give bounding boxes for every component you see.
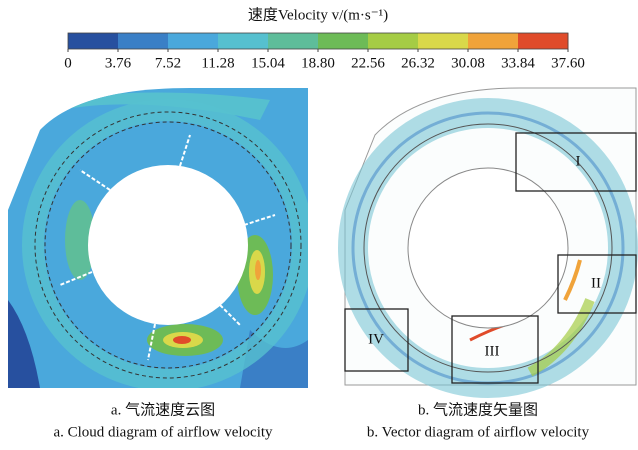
color-segment <box>218 33 269 49</box>
caption-cn: a. 气流速度云图 <box>111 401 215 418</box>
tick-label: 15.04 <box>251 55 285 71</box>
tick-label: 7.52 <box>155 55 181 71</box>
color-segment <box>418 33 469 49</box>
tick-label: 18.80 <box>301 55 335 71</box>
colorbar-title: 速度Velocity v/(m·s⁻¹) <box>248 6 388 23</box>
region-label: III <box>485 343 500 359</box>
region-label: II <box>591 275 601 291</box>
tick-label: 26.32 <box>401 55 435 71</box>
tick-label: 3.76 <box>105 55 132 71</box>
color-segment <box>168 33 219 49</box>
color-segment <box>118 33 169 49</box>
color-segment <box>368 33 419 49</box>
colorbar: 0 3.76 7.52 11.28 15.04 18.80 22.56 26.32 30.08 3… <box>64 33 585 71</box>
tick-label: 22.56 <box>351 55 385 71</box>
tick-label: 33.84 <box>501 55 535 71</box>
cloud-diagram <box>8 88 308 388</box>
tick-label: 0 <box>64 55 72 71</box>
caption-en: b. Vector diagram of airflow velocity <box>367 424 590 440</box>
caption-en: a. Cloud diagram of airflow velocity <box>53 424 273 440</box>
color-segment <box>468 33 519 49</box>
figure: 速度Velocity v/(m·s⁻¹) 0 3.76 7.52 11.28 15.04… <box>0 0 638 445</box>
region-label: IV <box>368 331 384 347</box>
vector-diagram: I II III IV <box>345 88 636 385</box>
tick-label: 30.08 <box>451 55 485 71</box>
color-segment <box>68 33 119 49</box>
color-segment <box>518 33 569 49</box>
tick-label: 11.28 <box>201 55 234 71</box>
caption-cn: b. 气流速度矢量图 <box>418 401 538 418</box>
region-label: I <box>576 153 581 169</box>
color-segment <box>268 33 319 49</box>
tick-label: 37.60 <box>551 55 585 71</box>
color-segment <box>318 33 369 49</box>
